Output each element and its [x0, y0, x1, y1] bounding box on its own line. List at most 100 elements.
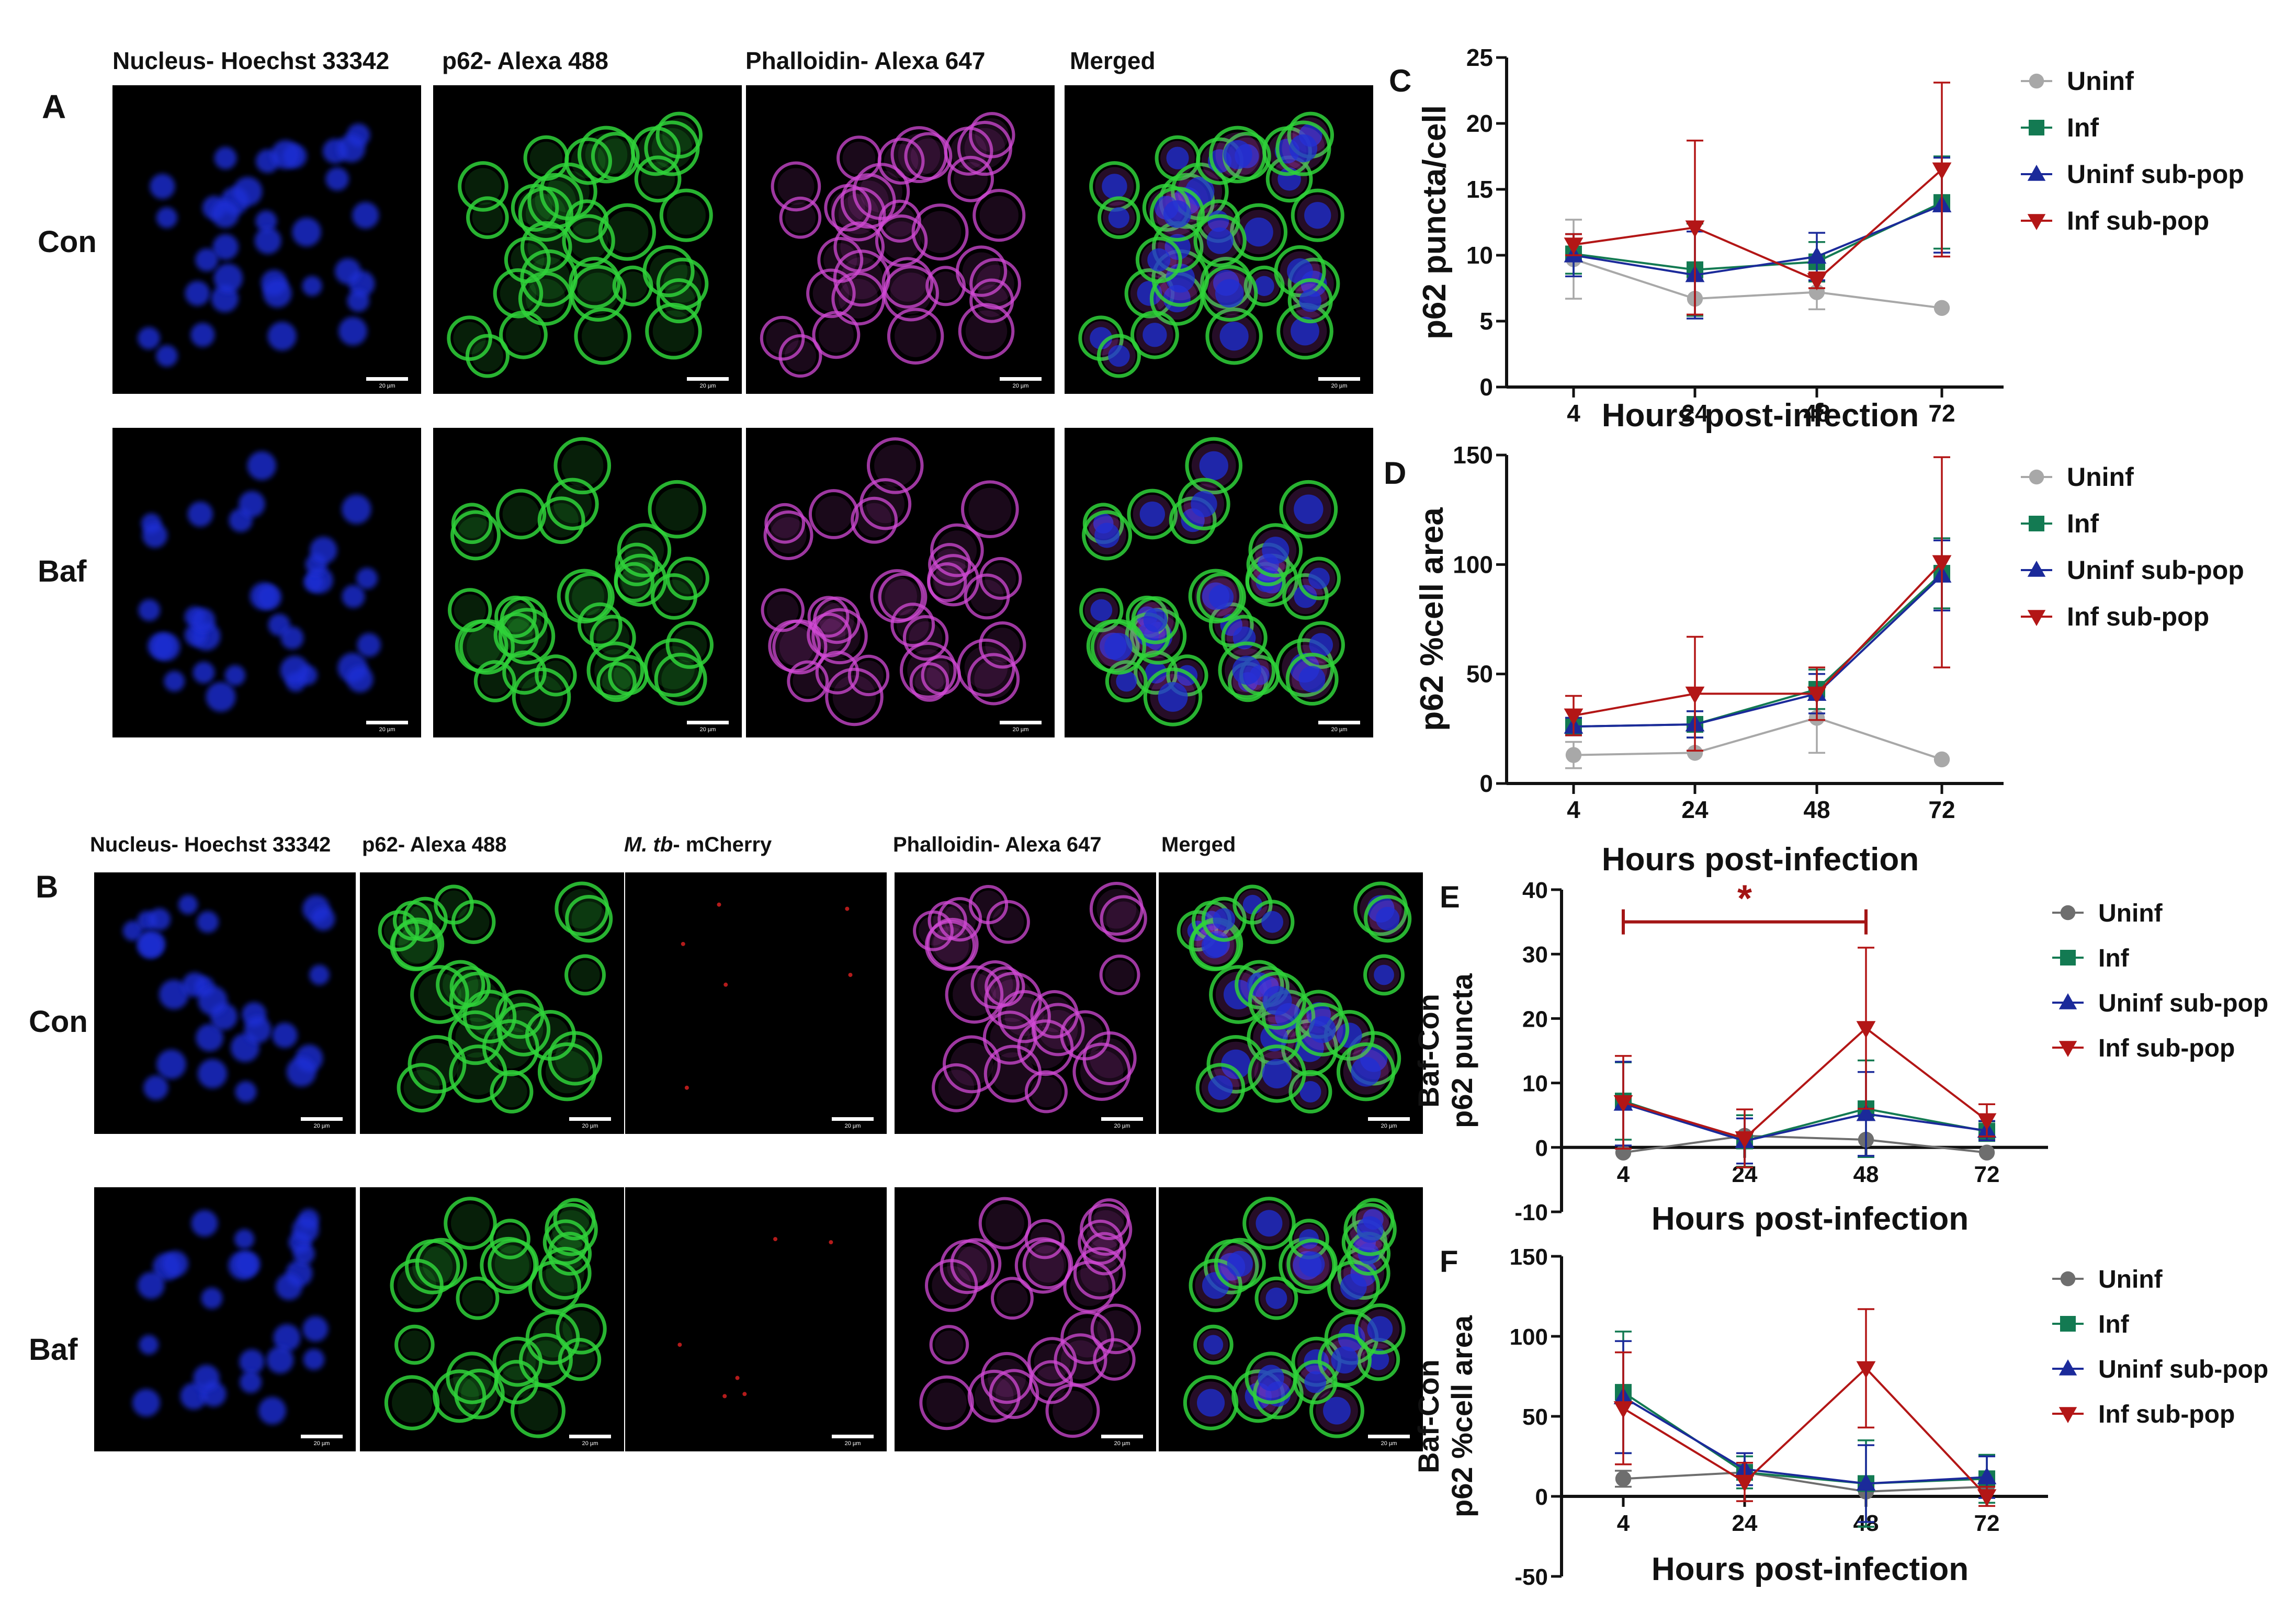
mtb-dot	[677, 1343, 682, 1347]
p62-cytoplasm	[652, 310, 695, 352]
phalloidin-cell	[851, 496, 898, 544]
merged-nucleus	[1094, 522, 1120, 548]
nucleus	[303, 572, 324, 593]
x-tick-label: 24	[1681, 400, 1709, 427]
mtb-dot	[717, 902, 721, 907]
phalloidin-cytoplasm	[777, 168, 815, 205]
phalloidin-cytoplasm	[779, 626, 820, 667]
panel-b-mcherry: - mCherry	[673, 833, 772, 856]
p62-cytoplasm	[462, 627, 501, 666]
panel-b-image-con-3: 20 µm	[625, 872, 887, 1134]
p62-cell	[553, 437, 612, 495]
p62-cell	[451, 503, 493, 544]
phalloidin-cytoplasm	[1030, 1224, 1059, 1254]
legend-marker	[2060, 950, 2076, 965]
image-background	[895, 1187, 1156, 1451]
merged-cell	[1205, 308, 1263, 365]
phalloidin-cell	[815, 651, 859, 695]
p62-cell	[462, 990, 517, 1043]
panel-b-image-baf-1: 20 µm	[94, 1187, 356, 1451]
phalloidin-cytoplasm	[992, 906, 1024, 938]
phalloidin-cell	[877, 138, 925, 185]
y-axis-label: p62 puncta/cell	[1417, 105, 1453, 339]
legend-label: Inf	[2067, 113, 2099, 142]
p62-cell	[444, 1197, 497, 1250]
nucleus	[191, 1210, 218, 1237]
panel-b-row-label-baf: Baf	[29, 1333, 78, 1367]
phalloidin-cell	[831, 187, 886, 242]
phalloidin-cell	[833, 249, 890, 307]
merged-nucleus	[1294, 585, 1317, 608]
panel-letter: D	[1384, 456, 1406, 491]
legend-label: Inf sub-pop	[2098, 1035, 2235, 1062]
legend-item-uninf: Uninf	[2052, 900, 2163, 927]
phalloidin-cytoplasm	[985, 1203, 1024, 1243]
p62-cytoplasm	[465, 168, 502, 205]
p62-cell	[556, 1303, 607, 1355]
p62-cytoplasm	[457, 906, 490, 938]
y-axis-label: p62 %cell area	[1414, 507, 1450, 731]
series-uninf-sub-pop	[1564, 539, 1952, 739]
nucleus	[346, 666, 374, 692]
merged-cell	[1188, 569, 1243, 624]
phalloidin-cell	[890, 603, 935, 648]
merged-nucleus	[1147, 248, 1171, 272]
phalloidin-cytoplasm	[885, 579, 921, 615]
p62-cytoplasm	[397, 927, 435, 964]
merged-cell	[1285, 652, 1339, 706]
data-point	[1933, 751, 1950, 768]
y-tick-label: 15	[1466, 176, 1493, 203]
p62-cytoplasm	[462, 1282, 493, 1314]
phalloidin-cytoplasm	[964, 128, 1005, 169]
series-line	[1623, 1471, 1987, 1493]
data-point	[1735, 1474, 1755, 1492]
phalloidin-cytoplasm	[926, 1382, 967, 1423]
p62-cell	[518, 1333, 573, 1387]
scalebar	[569, 1435, 611, 1438]
scalebar	[687, 377, 729, 381]
p62-cytoplasm	[466, 626, 507, 667]
nucleus	[325, 167, 349, 191]
nucleus	[263, 279, 292, 308]
data-point	[1978, 1144, 1995, 1161]
p62-cell	[410, 965, 469, 1024]
legend-item-inf: Inf	[2021, 113, 2099, 142]
data-point	[1856, 1473, 1876, 1491]
phalloidin-cytoplasm	[919, 211, 962, 253]
phalloidin-cytoplasm	[975, 285, 1008, 317]
p62-cell	[548, 1232, 592, 1276]
significance-star: *	[1737, 878, 1752, 920]
x-axis-label: Hours post-infection	[1602, 842, 1919, 878]
scalebar-label: 20 µm	[314, 1440, 330, 1447]
merged-cell	[1193, 214, 1247, 267]
merged-nucleus	[1208, 585, 1234, 610]
nucleus	[286, 1057, 316, 1087]
panel-b-column-label-phalloidin: Phalloidin- Alexa 647	[893, 833, 1102, 856]
phalloidin-cell	[969, 278, 1014, 323]
merged-nucleus	[1203, 1335, 1224, 1355]
nucleus	[292, 217, 321, 247]
p62-cell	[617, 523, 672, 577]
nucleus	[132, 1389, 161, 1417]
legend-marker	[2029, 469, 2044, 485]
nucleus	[273, 1324, 301, 1351]
nucleus	[198, 985, 228, 1016]
p62-cell	[574, 308, 631, 365]
y-tick-label: -10	[1514, 1200, 1548, 1225]
merged-cell	[1354, 1303, 1406, 1355]
nucleus	[342, 585, 365, 608]
panel-a-image-baf-4: 20 µm	[1065, 428, 1373, 737]
p62-cell	[495, 489, 547, 540]
nucleus	[342, 494, 371, 524]
legend-item-uninf-sub-pop: Uninf sub-pop	[2021, 555, 2244, 585]
series-uninf-sub-pop	[1613, 1340, 1997, 1523]
phalloidin-cytoplasm	[964, 646, 1008, 689]
phalloidin-cell	[967, 1369, 1021, 1423]
merged-cell	[1245, 1351, 1297, 1404]
data-point	[1977, 1489, 1997, 1507]
scalebar	[366, 721, 408, 724]
p62-cytoplasm	[506, 615, 548, 657]
p62-cytoplasm	[457, 979, 500, 1022]
p62-cell	[634, 155, 682, 203]
phalloidin-cytoplasm	[970, 580, 1004, 614]
